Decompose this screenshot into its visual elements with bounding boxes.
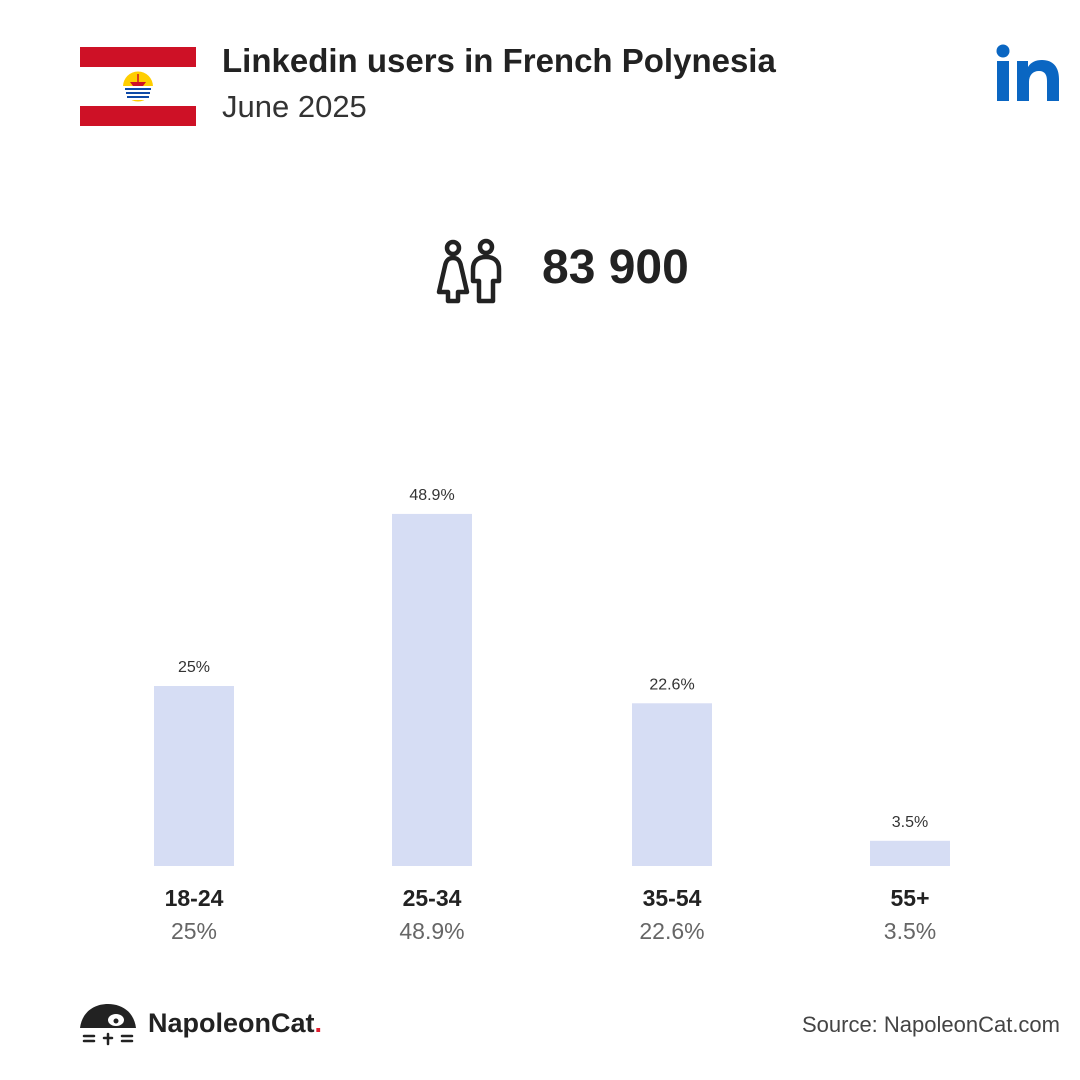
bar-35-54 <box>632 703 712 866</box>
bar-55+ <box>870 840 950 866</box>
bar-value-label: 22.6% <box>649 676 694 693</box>
category-percent-label: 22.6% <box>639 918 704 944</box>
page-title: Linkedin users in French Polynesia <box>222 42 776 79</box>
bar-25-34 <box>392 513 472 866</box>
page-subtitle: June 2025 <box>222 89 367 124</box>
category-percent-label: 48.9% <box>399 918 464 944</box>
category-percent-label: 3.5% <box>884 918 936 944</box>
total-users-value: 83 900 <box>542 241 689 294</box>
source-text: Source: NapoleonCat.com <box>801 1012 1060 1037</box>
category-percent-label: 25% <box>171 918 217 944</box>
linkedin-logo-icon <box>996 44 1059 101</box>
brand-dot: . <box>314 1008 323 1038</box>
category-label: 18-24 <box>165 885 224 911</box>
category-label: 55+ <box>890 885 929 911</box>
bar-value-label: 25% <box>178 659 210 676</box>
bar-value-label: 48.9% <box>409 487 454 504</box>
bar-18-24 <box>154 686 234 866</box>
brand-name: NapoleonCat. <box>148 1008 322 1039</box>
category-label: 25-34 <box>403 885 462 911</box>
french-polynesia-flag-icon <box>80 47 196 126</box>
bar-value-label: 3.5% <box>892 814 928 831</box>
category-label: 35-54 <box>643 885 702 911</box>
people-icon <box>436 238 502 304</box>
napoleoncat-logo-icon <box>80 1004 136 1046</box>
brand-name-text: NapoleonCat <box>148 1008 315 1038</box>
